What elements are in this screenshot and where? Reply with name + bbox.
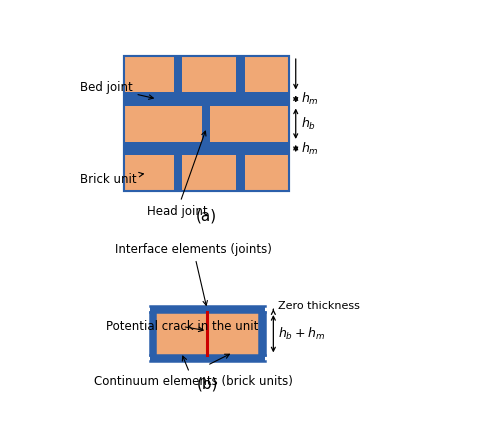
Bar [259, 312, 264, 355]
Text: Continuum elements (brick units): Continuum elements (brick units) [94, 356, 292, 389]
Bar [150, 312, 156, 355]
Text: Interface elements (joints): Interface elements (joints) [115, 243, 272, 305]
Bar [124, 56, 289, 191]
Text: $h_m$: $h_m$ [300, 141, 318, 156]
Text: $h_m$: $h_m$ [300, 91, 318, 107]
Text: Zero thickness: Zero thickness [278, 301, 359, 311]
Bar [150, 355, 264, 361]
Text: Brick unit: Brick unit [80, 172, 144, 186]
Text: $h_b + h_m$: $h_b + h_m$ [278, 326, 324, 342]
Bar [124, 56, 174, 92]
Text: (b): (b) [196, 377, 218, 392]
Text: Head joint: Head joint [146, 131, 208, 217]
Text: (a): (a) [196, 209, 218, 224]
Bar [244, 56, 289, 92]
Bar [182, 155, 236, 191]
Bar [124, 56, 289, 191]
Text: Potential crack in the unit: Potential crack in the unit [106, 320, 258, 333]
Bar [150, 306, 264, 312]
Bar [210, 106, 289, 142]
Text: $h_b$: $h_b$ [300, 116, 316, 132]
Text: Bed joint: Bed joint [80, 81, 154, 99]
Bar [244, 155, 289, 191]
Bar [182, 56, 236, 92]
Bar [124, 106, 202, 142]
Bar [156, 312, 259, 355]
Bar [124, 155, 174, 191]
